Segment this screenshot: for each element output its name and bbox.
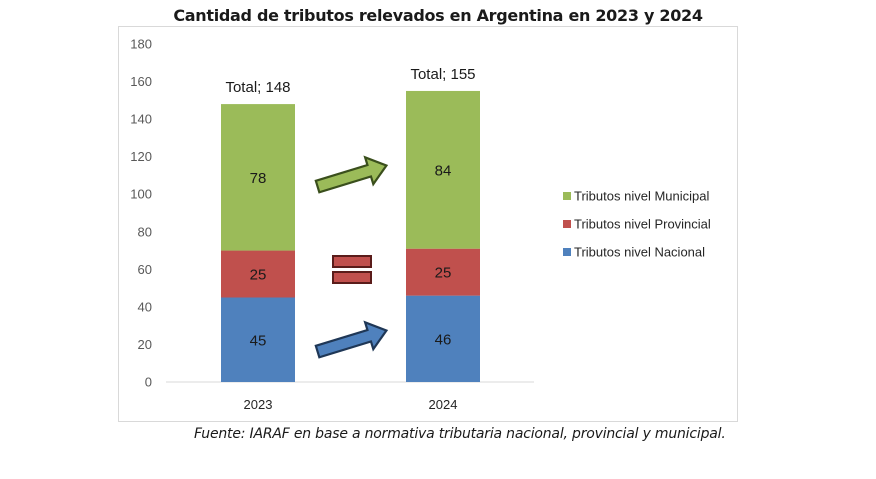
- source-note: Fuente: IARAF en base a normativa tribut…: [194, 426, 726, 442]
- y-tick-label: 140: [130, 112, 152, 127]
- y-tick-label: 60: [138, 262, 152, 277]
- x-tick-label: 2023: [244, 397, 273, 412]
- bar-segment: [406, 90, 480, 249]
- legend-label: Tributos nivel Municipal: [574, 189, 709, 204]
- y-tick-label: 120: [130, 149, 152, 164]
- increase-arrow-icon-municipal: [314, 155, 389, 194]
- y-tick-label: 160: [130, 74, 152, 89]
- arrow-shape: [314, 155, 389, 194]
- data-label: 84: [435, 162, 452, 179]
- data-label: 25: [250, 267, 267, 284]
- bar-segment: [221, 104, 295, 251]
- legend-swatch: [563, 248, 571, 256]
- y-tick-label: 40: [138, 299, 152, 314]
- data-label: 45: [250, 332, 267, 349]
- equals-icon-top-bar: [332, 255, 372, 268]
- bar-segment: [221, 297, 295, 382]
- chart-frame: [118, 26, 738, 422]
- legend-swatch: [563, 220, 571, 228]
- legend-swatch: [563, 192, 571, 200]
- y-tick-label: 100: [130, 187, 152, 202]
- equals-icon-bottom-bar: [332, 271, 372, 284]
- bar-segment: [406, 295, 480, 382]
- x-tick-label: 2024: [429, 397, 458, 412]
- data-label: 78: [250, 170, 267, 187]
- data-label: 25: [435, 265, 452, 282]
- legend-label: Tributos nivel Nacional: [574, 245, 705, 260]
- bar-segment: [221, 250, 295, 298]
- chart-title: Cantidad de tributos relevados en Argent…: [173, 6, 703, 25]
- y-tick-label: 180: [130, 37, 152, 52]
- increase-arrow-icon-nacional: [314, 320, 389, 359]
- data-label: 46: [435, 331, 452, 348]
- arrow-shape: [314, 320, 389, 359]
- legend-label: Tributos nivel Provincial: [574, 217, 711, 232]
- total-label: Total; 148: [225, 79, 290, 96]
- total-label: Total; 155: [410, 66, 475, 83]
- y-tick-label: 80: [138, 224, 152, 239]
- bar-segment: [406, 248, 480, 296]
- y-tick-label: 20: [138, 337, 152, 352]
- y-tick-label: 0: [145, 375, 152, 390]
